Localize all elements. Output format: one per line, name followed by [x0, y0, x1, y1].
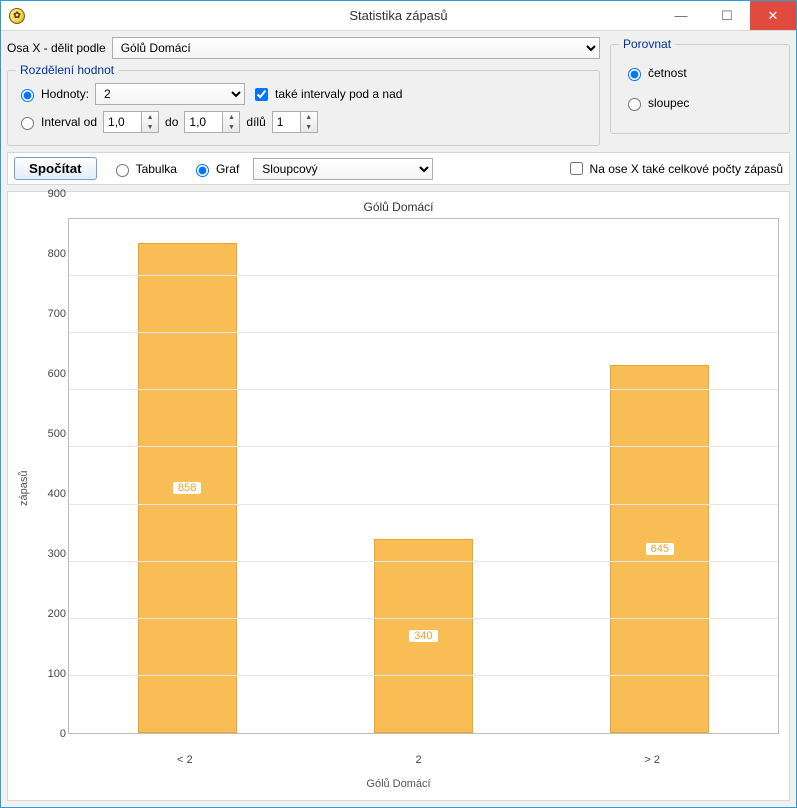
chart-title: Gólů Domácí: [18, 200, 779, 214]
spinner-arrows[interactable]: ▲▼: [222, 111, 240, 133]
osa-x-select[interactable]: Gólů Domácí: [112, 37, 600, 59]
graf-radio[interactable]: Graf: [191, 161, 239, 177]
sloupec-radio[interactable]: sloupec: [623, 95, 781, 111]
rozdeleni-group: Rozdělení hodnot Hodnoty: 2 také interva…: [7, 63, 600, 146]
cetnost-label: četnost: [648, 66, 687, 80]
interval-od-spin[interactable]: ▲▼: [103, 111, 159, 133]
chart-bar: 340: [374, 539, 473, 733]
app-icon: ✿: [9, 8, 25, 24]
xtotals-check[interactable]: Na ose X také celkové počty zápasů: [566, 159, 783, 178]
interval-do-spin[interactable]: ▲▼: [184, 111, 240, 133]
dilu-label: dílů: [246, 115, 265, 129]
ytick: 900: [48, 188, 66, 200]
tabulka-radio[interactable]: Tabulka: [111, 161, 177, 177]
titlebar: ✿ Statistika zápasů — ☐ ✕: [1, 1, 796, 31]
chart-xticks: < 2 2 > 2: [68, 754, 769, 772]
interval-do-input[interactable]: [184, 111, 222, 133]
ytick: 100: [48, 668, 66, 680]
xtotals-input[interactable]: [570, 162, 583, 175]
chart-plot: zápasů 0100200300400500600700800900 8583…: [18, 218, 779, 758]
ytick: 800: [48, 248, 66, 260]
chart-bar: 858: [138, 243, 237, 733]
interval-radio[interactable]: Interval od: [16, 114, 97, 130]
chart-yticks: 0100200300400500600700800900: [34, 218, 68, 758]
bar-value-label: 340: [409, 630, 437, 642]
window-buttons: — ☐ ✕: [658, 1, 796, 30]
ytick: 300: [48, 548, 66, 560]
spinner-arrows[interactable]: ▲▼: [141, 111, 159, 133]
hodnoty-select[interactable]: 2: [95, 83, 245, 105]
interval-label: Interval od: [41, 115, 97, 129]
cetnost-radio[interactable]: četnost: [623, 65, 781, 81]
cetnost-radio-input[interactable]: [628, 68, 641, 81]
take-intervaly-check[interactable]: také intervaly pod a nad: [251, 85, 402, 104]
client-area: Osa X - dělit podle Gólů Domácí Rozdělen…: [1, 31, 796, 807]
graf-label: Graf: [216, 162, 239, 176]
porovnat-legend: Porovnat: [619, 37, 675, 51]
maximize-button[interactable]: ☐: [704, 1, 750, 30]
minimize-button[interactable]: —: [658, 1, 704, 30]
tabulka-label: Tabulka: [136, 162, 177, 176]
take-intervaly-label: také intervaly pod a nad: [275, 87, 402, 101]
porovnat-group: Porovnat četnost sloupec: [610, 37, 790, 134]
chart-bar: 645: [610, 365, 709, 733]
ytick: 0: [60, 728, 66, 740]
chart-ylabel: zápasů: [18, 218, 34, 758]
chart-xticks-row: < 22> 2: [18, 758, 779, 776]
interval-radio-input[interactable]: [21, 117, 34, 130]
chart-panel: Gólů Domácí zápasů 0 100 200 300 400 500 600 70…: [7, 191, 790, 801]
bar-value-label: 858: [173, 482, 201, 494]
xtotals-label: Na ose X také celkové počty zápasů: [590, 162, 783, 176]
chart-bars: 858 340 645: [69, 219, 778, 733]
app-window: ✿ Statistika zápasů — ☐ ✕ Osa X - dělit …: [0, 0, 797, 808]
toolbar: Spočítat Tabulka Graf Sloupcový Na ose X…: [7, 152, 790, 185]
hodnoty-label: Hodnoty:: [41, 87, 89, 101]
ytick: 200: [48, 608, 66, 620]
rozdeleni-legend: Rozdělení hodnot: [16, 63, 118, 77]
interval-od-input[interactable]: [103, 111, 141, 133]
hodnoty-radio[interactable]: Hodnoty:: [16, 86, 89, 102]
ytick: 600: [48, 368, 66, 380]
bar-value-label: 645: [646, 543, 674, 555]
chart-xlabel: Gólů Domácí: [18, 778, 779, 790]
sloupec-label: sloupec: [648, 96, 689, 110]
ytick: 500: [48, 428, 66, 440]
do-label: do: [165, 115, 178, 129]
compute-button[interactable]: Spočítat: [14, 157, 97, 180]
ytick: 400: [48, 488, 66, 500]
ytick: 700: [48, 308, 66, 320]
take-intervaly-input[interactable]: [255, 88, 268, 101]
close-button[interactable]: ✕: [750, 1, 796, 30]
xtick: < 2: [177, 754, 193, 766]
dilu-spin[interactable]: ▲▼: [272, 111, 318, 133]
spinner-arrows[interactable]: ▲▼: [300, 111, 318, 133]
graf-radio-input[interactable]: [196, 164, 209, 177]
chart-plotbox: 858 340 645: [68, 218, 779, 734]
graf-type-select[interactable]: Sloupcový: [253, 158, 433, 180]
dilu-input[interactable]: [272, 111, 300, 133]
sloupec-radio-input[interactable]: [628, 98, 641, 111]
xtick: 2: [415, 754, 421, 766]
osa-x-label: Osa X - dělit podle: [7, 41, 106, 55]
xtick: > 2: [644, 754, 660, 766]
tabulka-radio-input[interactable]: [116, 164, 129, 177]
hodnoty-radio-input[interactable]: [21, 89, 34, 102]
